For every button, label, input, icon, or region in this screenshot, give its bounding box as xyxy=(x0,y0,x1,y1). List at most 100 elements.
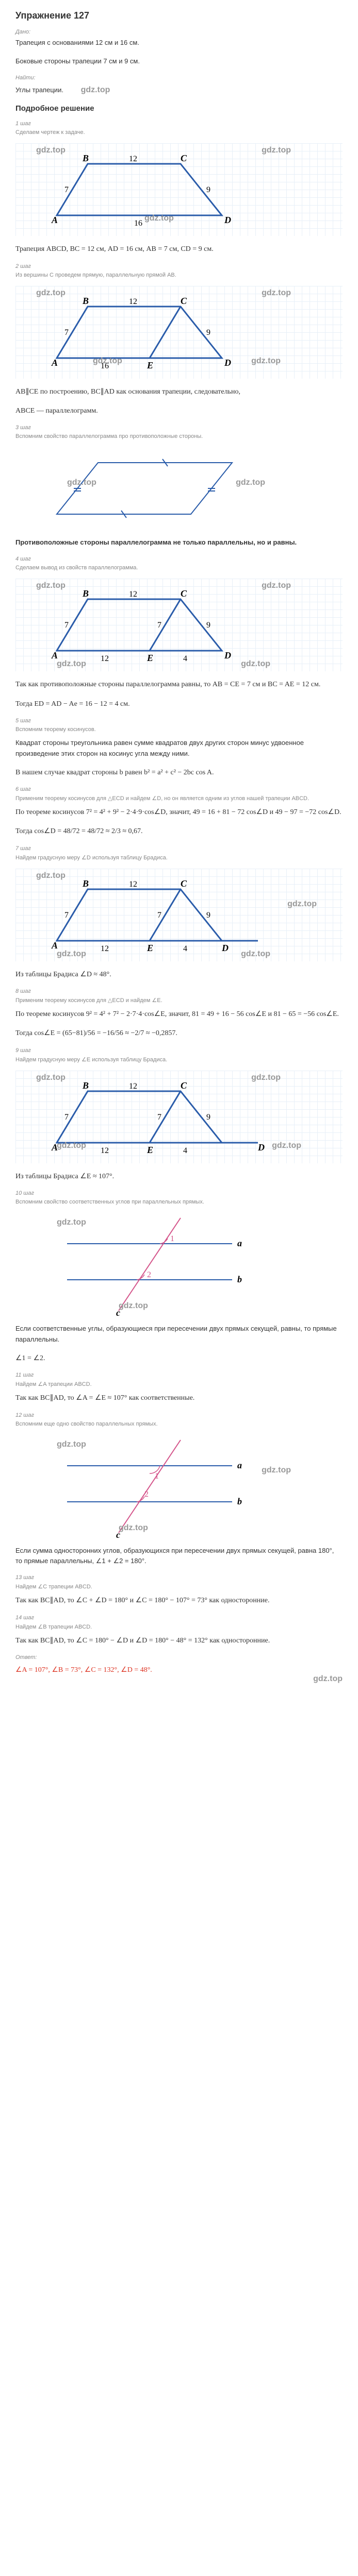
svg-text:7: 7 xyxy=(157,621,161,630)
step-7-label: 7 шаг xyxy=(15,845,343,852)
svg-text:D: D xyxy=(224,650,231,660)
svg-text:D: D xyxy=(224,215,231,225)
svg-text:A: A xyxy=(51,1142,58,1153)
given-label: Дано: xyxy=(15,29,343,35)
svg-text:A: A xyxy=(51,650,58,660)
svg-text:2: 2 xyxy=(147,1270,151,1279)
svg-text:A: A xyxy=(51,940,58,951)
exercise-title: Упражнение 127 xyxy=(15,10,343,21)
svg-text:12: 12 xyxy=(101,1146,109,1155)
step-2-text: Из вершины C проведем прямую, параллельн… xyxy=(15,272,343,278)
trapezoid-ce-svg: A B C D E 12 16 7 9 xyxy=(15,286,273,379)
step-5-text-1: Так как противоположные стороны параллел… xyxy=(15,679,343,690)
corr-angles-svg: 1 2 a b c xyxy=(15,1213,273,1316)
figure-trapezoid-1: gdz.top gdz.top gdz.top A B C D 12 16 7 … xyxy=(15,143,343,236)
figure-trapezoid-5: gdz.top gdz.top gdz.top gdz.top A B C D … xyxy=(15,1071,343,1163)
figure-trapezoid-4: gdz.top gdz.top gdz.top gdz.top A B C D … xyxy=(15,869,343,961)
svg-text:B: B xyxy=(82,153,89,163)
svg-text:B: B xyxy=(82,296,89,306)
trapezoid-seg-svg: A B C D E 12 12 4 7 7 9 xyxy=(15,579,273,671)
figure-trapezoid-3: gdz.top gdz.top gdz.top gdz.top A B C D … xyxy=(15,579,343,671)
svg-text:1: 1 xyxy=(170,1234,174,1243)
step-6-sub: Применим теорему косинусов для △ECD и на… xyxy=(15,795,343,802)
figure-parallelogram: gdz.top gdz.top xyxy=(15,447,343,530)
svg-text:D: D xyxy=(257,1142,265,1153)
trapezoid-5-svg: A B C D E 12 12 4 7 7 9 xyxy=(15,1071,299,1163)
figure-corresponding-angles: gdz.top gdz.top 1 2 a b c xyxy=(15,1213,343,1316)
step-1-intro: Сделаем чертеж к задаче. xyxy=(15,129,343,135)
svg-text:C: C xyxy=(181,1080,187,1091)
step-5-sub: Вспомним теорему косинусов. xyxy=(15,726,343,733)
svg-text:12: 12 xyxy=(129,880,137,889)
svg-text:c: c xyxy=(116,1530,120,1538)
step-4-sub: Сделаем вывод из свойств параллелограмма… xyxy=(15,565,343,571)
svg-text:E: E xyxy=(147,653,153,663)
step-7-sub: Найдем градусную меру ∠D используя табли… xyxy=(15,854,343,861)
svg-text:E: E xyxy=(147,1145,153,1155)
step-3-text-2: ABCE — параллелограмм. xyxy=(15,405,343,417)
step-8-label: 8 шаг xyxy=(15,988,343,994)
step-10-label: 10 шаг xyxy=(15,1190,343,1196)
onesided-svg: 1 2 a b c xyxy=(15,1435,273,1538)
svg-text:D: D xyxy=(221,943,229,953)
svg-text:B: B xyxy=(82,588,89,599)
step-3-label: 3 шаг xyxy=(15,425,343,431)
find-label: Найти: xyxy=(15,75,343,81)
step-14-text: Так как BC∥AD, то ∠C = 180° − ∠D и ∠D = … xyxy=(15,1635,343,1647)
svg-text:7: 7 xyxy=(157,911,161,920)
step-11-sub: Найдем ∠A трапеции ABCD. xyxy=(15,1381,343,1387)
svg-text:C: C xyxy=(181,588,187,599)
step-6-label: 6 шаг xyxy=(15,786,343,792)
svg-text:C: C xyxy=(181,878,187,889)
corr-angles-text: Если соответственные углы, образующиеся … xyxy=(15,1324,343,1345)
watermark: gdz.top xyxy=(81,86,110,94)
step-8-sub: Применим теорему косинусов для △ECD и на… xyxy=(15,997,343,1004)
svg-text:C: C xyxy=(181,296,187,306)
step-11-label: 11 шаг xyxy=(15,1372,343,1378)
trapezoid-4-svg: A B C D E 12 12 4 7 7 9 xyxy=(15,869,299,961)
svg-text:2: 2 xyxy=(144,1490,149,1499)
svg-text:1: 1 xyxy=(155,1472,159,1481)
svg-text:9: 9 xyxy=(206,621,210,630)
svg-text:7: 7 xyxy=(64,621,69,630)
given-text-1: Трапеция с основаниями 12 см и 16 см. xyxy=(15,38,343,48)
step-3-sub: Вспомним свойство параллелограмма про пр… xyxy=(15,433,343,439)
opposite-sides-text: Противоположные стороны параллелограмма … xyxy=(15,537,343,548)
step-8-text-2: Тогда cos∠E = (65−81)/56 = −16/56 ≈ −2/7… xyxy=(15,1028,343,1039)
step-1-text: Трапеция ABCD, BC = 12 см, AD = 16 см, A… xyxy=(15,244,343,255)
watermark: gdz.top xyxy=(313,1674,343,1683)
step-10-sub: Вспомним свойство соответственных углов … xyxy=(15,1199,343,1205)
step-12-sub: Вспомним еще одно свойство параллельных … xyxy=(15,1421,343,1427)
step-11-text: Так как BC∥AD, то ∠A = ∠E ≈ 107° как соо… xyxy=(15,1393,343,1404)
step-12-label: 12 шаг xyxy=(15,1412,343,1418)
svg-text:4: 4 xyxy=(183,944,187,953)
step-9-sub: Найдем градусную меру ∠E используя табли… xyxy=(15,1056,343,1063)
figure-trapezoid-2: gdz.top gdz.top gdz.top gdz.top A B C D … xyxy=(15,286,343,379)
svg-text:12: 12 xyxy=(101,654,109,663)
svg-text:b: b xyxy=(237,1496,242,1506)
answer-label: Ответ: xyxy=(15,1654,343,1660)
solution-title: Подробное решение xyxy=(15,104,343,113)
svg-text:16: 16 xyxy=(134,219,142,228)
step-4-label: 4 шаг xyxy=(15,556,343,562)
svg-text:E: E xyxy=(147,360,153,370)
svg-text:9: 9 xyxy=(206,1113,210,1122)
svg-text:7: 7 xyxy=(157,1113,161,1122)
svg-text:12: 12 xyxy=(129,1082,137,1091)
step-13-sub: Найдем ∠C трапеции ABCD. xyxy=(15,1583,343,1590)
step-14-label: 14 шаг xyxy=(15,1615,343,1621)
corr-formula: ∠1 = ∠2. xyxy=(15,1353,343,1364)
svg-text:4: 4 xyxy=(183,1146,187,1155)
step-9-label: 9 шаг xyxy=(15,1047,343,1054)
answer-text: ∠A = 107°, ∠B = 73°, ∠C = 132°, ∠D = 48°… xyxy=(15,1666,343,1674)
step-7-text: Из таблицы Брадиса ∠D ≈ 48°. xyxy=(15,969,343,980)
onesided-text: Если сумма односторонних углов, образующ… xyxy=(15,1546,343,1567)
svg-text:12: 12 xyxy=(129,297,137,306)
svg-text:B: B xyxy=(82,878,89,889)
step-6-text-2: Тогда cos∠D = 48/72 = 48/72 ≈ 2/3 ≈ 0,67… xyxy=(15,826,343,837)
trapezoid-svg: A B C D 12 16 7 9 xyxy=(15,143,273,236)
step-9-text: Из таблицы Брадиса ∠E ≈ 107°. xyxy=(15,1171,343,1182)
find-text: Углы трапеции. gdz.top xyxy=(15,83,343,97)
svg-text:16: 16 xyxy=(101,362,109,370)
svg-text:7: 7 xyxy=(64,185,69,194)
